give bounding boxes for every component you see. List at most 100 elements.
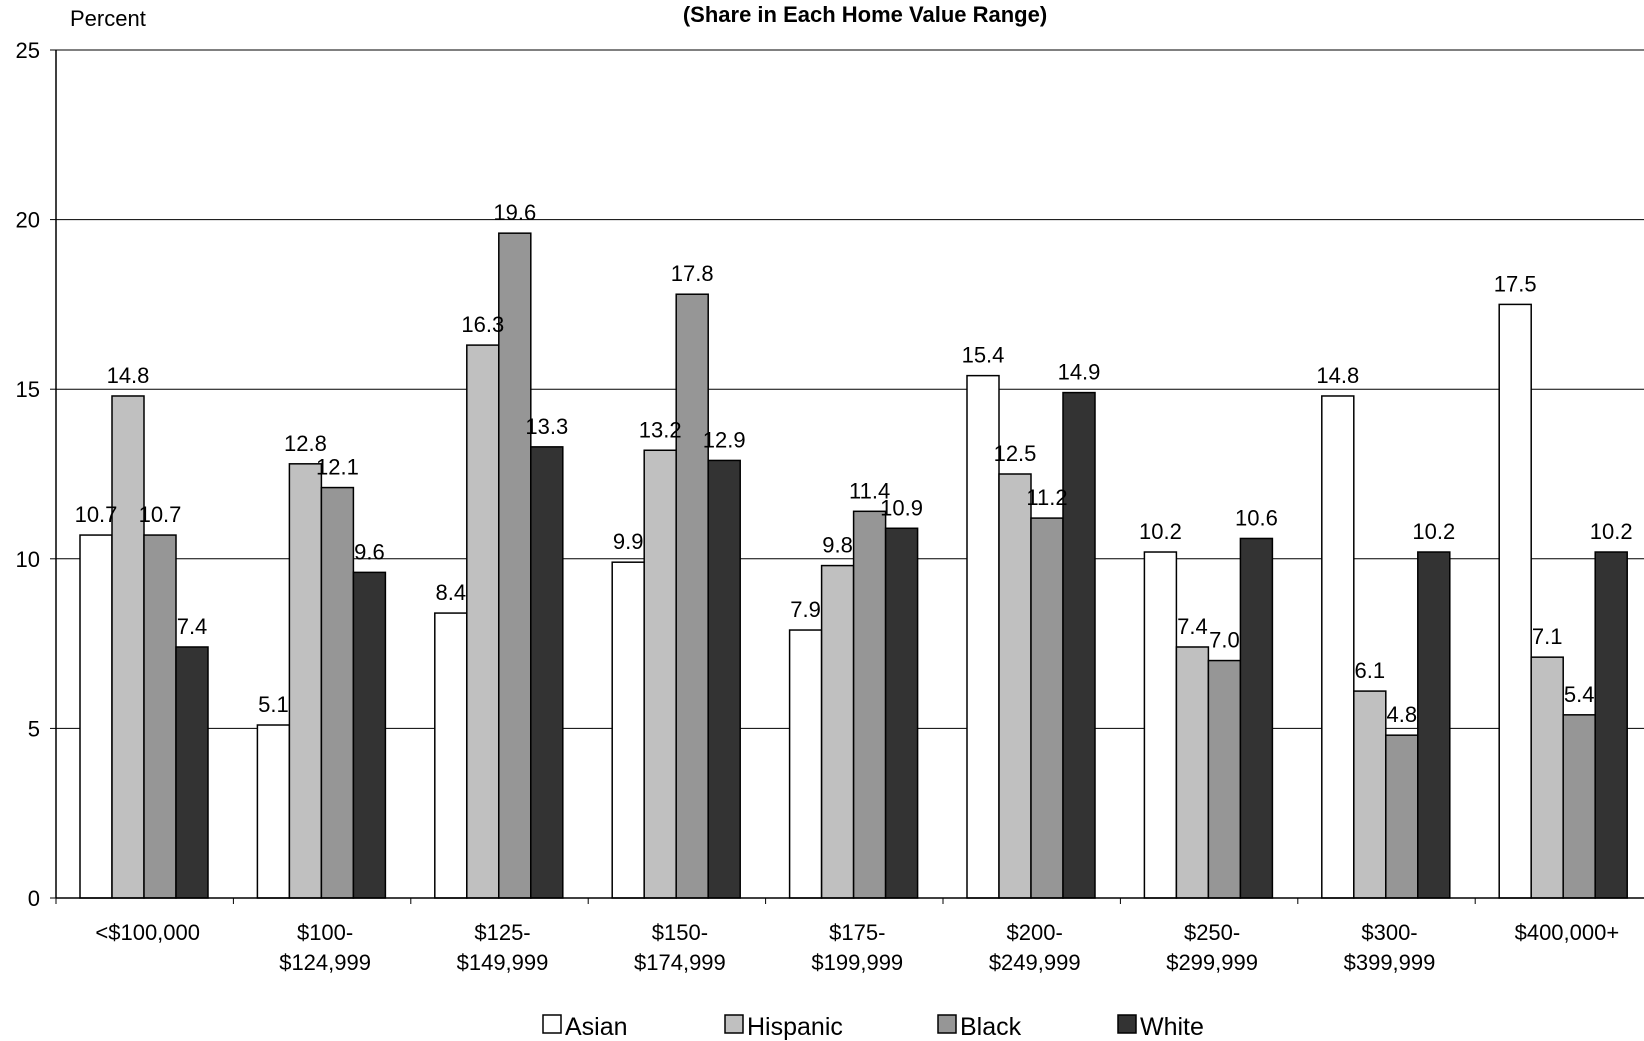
data-label: 19.6: [493, 200, 536, 225]
data-labels: 10.7 14.8 10.7 7.4 5.1 12.812.1 9.6 8.4 16.3 19.6…: [75, 200, 1633, 727]
y-tick-label: 15: [16, 377, 40, 402]
data-label: 14.9: [1058, 360, 1101, 385]
legend-label-asian: Asian: [565, 1013, 628, 1041]
bar-hispanic: [111, 395, 145, 899]
bar-hispanic: [466, 344, 500, 899]
x-tick-label: $199,999: [811, 950, 903, 975]
data-label: 10.6: [1235, 505, 1278, 530]
data-label: 10.2: [1590, 519, 1633, 544]
data-label: 12.8: [284, 431, 327, 456]
x-tick-label: $300-: [1361, 920, 1417, 945]
y-tick-label: 5: [28, 716, 40, 741]
legend-swatch-white: [1117, 1014, 1137, 1034]
bar-black: [1207, 659, 1242, 899]
legend-swatch-black: [937, 1014, 957, 1034]
data-label: 14.8: [107, 363, 150, 388]
legend-label-white: White: [1140, 1013, 1204, 1041]
x-tick-label: $149,999: [457, 950, 549, 975]
bar-white: [352, 571, 387, 899]
bar-black: [320, 486, 355, 899]
data-label: 13.3: [525, 414, 568, 439]
data-label: 17.5: [1494, 271, 1537, 296]
bar-white: [1417, 551, 1451, 899]
y-tick-label: 10: [16, 547, 40, 572]
data-label: 11.2: [1026, 485, 1067, 510]
x-tick-label: $150-: [652, 920, 708, 945]
bar-asian: [1498, 303, 1532, 899]
data-label: 10.2: [1412, 519, 1455, 544]
data-label: 7.0: [1209, 628, 1240, 653]
x-tick-label: $200-: [1007, 920, 1063, 945]
bar-hispanic: [288, 463, 323, 899]
bar-asian: [1321, 395, 1355, 899]
data-label: 9.6: [354, 539, 385, 564]
data-label: 16.3: [461, 312, 504, 337]
data-label: 9.9: [613, 529, 644, 554]
bar-hispanic: [1175, 646, 1210, 899]
bar-black: [1030, 517, 1064, 899]
bar-white: [707, 459, 741, 899]
data-label: 7.4: [177, 614, 208, 639]
x-tick-label: $124,999: [279, 950, 371, 975]
chart-title: (Share in Each Home Value Range): [683, 2, 1047, 27]
y-tick-label: 25: [16, 38, 40, 63]
y-axis-ticks: 0 5 10 15 20 25: [16, 38, 56, 911]
bar-white: [1239, 537, 1274, 899]
bar-black: [1385, 734, 1419, 899]
data-label: 9.8: [822, 533, 853, 558]
bar-black: [675, 293, 709, 899]
x-tick-label: <$100,000: [95, 920, 200, 945]
bar-black: [852, 510, 887, 899]
x-tick-label: $125-: [474, 920, 530, 945]
x-axis-tick-labels: <$100,000 $100- $124,999 $125- $149,999 $150-…: [95, 920, 1619, 975]
bar-hispanic: [820, 564, 855, 899]
data-label: 5.1: [258, 692, 289, 717]
bar-hispanic: [643, 449, 677, 899]
data-label: 14.8: [1316, 363, 1359, 388]
data-label: 6.1: [1355, 658, 1386, 683]
legend: Asian Hispanic Black White: [542, 1013, 1204, 1041]
data-label: 4.8: [1387, 702, 1418, 727]
data-label: 5.4: [1564, 682, 1595, 707]
bar-asian: [966, 374, 1000, 899]
bar-hispanic: [1530, 656, 1564, 899]
bar-asian: [434, 612, 468, 899]
bars: [79, 232, 1628, 899]
data-label: 12.1: [316, 455, 359, 480]
x-tick-label: $100-: [297, 920, 353, 945]
x-tick-label: $299,999: [1166, 950, 1258, 975]
bar-asian: [256, 724, 291, 899]
legend-swatch-asian: [542, 1014, 562, 1034]
data-label: 11.4: [849, 478, 890, 503]
y-axis-label: Percent: [70, 6, 146, 31]
bar-asian: [1143, 551, 1178, 899]
bar-black: [498, 232, 532, 899]
y-tick-label: 20: [16, 208, 40, 233]
data-label: 10.7: [75, 502, 118, 527]
x-tick-label: $400,000+: [1515, 920, 1620, 945]
bar-white: [884, 527, 919, 899]
bar-white: [1594, 551, 1628, 899]
bar-white: [530, 446, 564, 899]
x-tick-label: $174,999: [634, 950, 726, 975]
legend-label-hispanic: Hispanic: [747, 1013, 843, 1041]
data-label: 7.4: [1177, 614, 1208, 639]
bar-black: [1562, 714, 1596, 899]
data-label: 10.2: [1139, 519, 1182, 544]
data-label: 12.9: [703, 427, 746, 452]
legend-label-black: Black: [960, 1013, 1022, 1041]
x-tick-label: $250-: [1184, 920, 1240, 945]
data-label: 10.9: [880, 495, 923, 520]
data-label: 12.5: [994, 441, 1037, 466]
bar-asian: [788, 629, 823, 899]
data-label: 13.2: [639, 417, 682, 442]
x-tick-label: $175-: [829, 920, 885, 945]
data-label: 7.1: [1532, 624, 1563, 649]
data-label: 7.9: [790, 597, 821, 622]
x-tick-label: $399,999: [1344, 950, 1436, 975]
bar-white: [175, 646, 209, 899]
data-label: 10.7: [139, 502, 182, 527]
data-label: 17.8: [671, 261, 714, 286]
bar-asian: [79, 534, 113, 899]
